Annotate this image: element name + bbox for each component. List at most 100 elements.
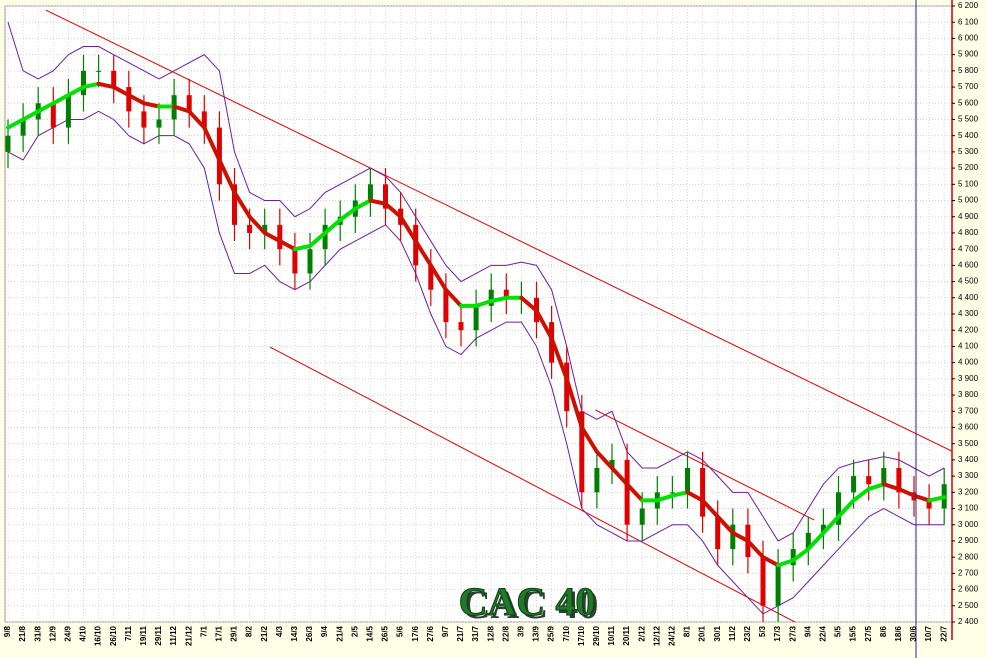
candle-body xyxy=(65,95,71,128)
moving-average-segment xyxy=(428,263,448,292)
moving-average-segment xyxy=(761,555,781,568)
y-tick-label: 3 500 xyxy=(958,439,979,448)
y-tick-label: 5 200 xyxy=(958,163,979,172)
moving-average-segment xyxy=(745,538,765,560)
x-tick-label: 12/8 xyxy=(486,625,495,641)
moving-average-segment xyxy=(217,158,237,195)
y-tick-label: 2 500 xyxy=(958,601,979,610)
x-tick-label: 25/9 xyxy=(547,625,556,641)
moving-average-segment xyxy=(806,530,826,552)
x-tick-label: 26/5 xyxy=(381,625,390,641)
candle-body xyxy=(836,492,841,525)
y-tick-label: 3 700 xyxy=(958,406,979,415)
x-tick-label: 27/6 xyxy=(426,625,435,641)
x-tick-label: 24/9 xyxy=(64,625,73,641)
x-tick-label: 17/1 xyxy=(215,625,224,641)
x-tick-label: 14/5 xyxy=(366,625,375,641)
y-tick-label: 5 100 xyxy=(958,179,979,188)
x-tick-label: 30/6 xyxy=(909,625,918,641)
candle-body xyxy=(564,362,570,412)
y-tick-label: 6 200 xyxy=(958,1,979,10)
x-tick-label: 11/2 xyxy=(728,625,737,641)
candle-body xyxy=(126,87,132,112)
trend-line xyxy=(595,409,815,521)
moving-average-segment xyxy=(292,243,312,252)
candle-body xyxy=(20,119,26,136)
x-tick-label: 14/3 xyxy=(290,625,299,641)
x-tick-label: 9/4 xyxy=(320,625,329,637)
y-tick-label: 4 900 xyxy=(958,212,979,221)
y-tick-label: 5 000 xyxy=(958,196,979,205)
x-tick-label: 22/7 xyxy=(939,625,948,641)
x-tick-label: 23/2 xyxy=(743,625,752,641)
candle-body xyxy=(624,459,630,525)
x-tick-label: 13/9 xyxy=(532,625,541,641)
y-tick-label: 6 000 xyxy=(958,34,979,43)
moving-average-segment xyxy=(66,85,86,98)
candle-body xyxy=(428,265,434,290)
candle-body xyxy=(201,111,207,128)
x-tick-label: 10/11 xyxy=(607,625,616,645)
y-tick-label: 3 600 xyxy=(958,423,979,432)
x-tick-label: 8/6 xyxy=(879,625,888,637)
x-tick-label: 17/3 xyxy=(773,625,782,641)
y-tick-label: 2 400 xyxy=(958,617,979,626)
y-tick-label: 3 000 xyxy=(958,520,979,529)
marks xyxy=(5,9,952,622)
candle-body xyxy=(881,468,887,485)
x-tick-label: 16/10 xyxy=(94,625,103,646)
y-tick-label: 4 100 xyxy=(958,342,979,351)
candle-body xyxy=(579,411,585,493)
moving-average-segment xyxy=(474,299,494,308)
candle-body xyxy=(820,524,826,533)
x-tick-label: 2/12 xyxy=(637,625,646,641)
x-tick-label: 5/6 xyxy=(396,625,405,637)
bollinger-upper xyxy=(7,22,945,542)
candle-body xyxy=(367,184,373,201)
x-tick-label: 9/4 xyxy=(803,625,812,637)
y-tick-label: 4 500 xyxy=(958,277,979,286)
candle-body xyxy=(715,516,721,550)
chart-title: CAC 40 xyxy=(459,579,596,624)
moving-average-segment xyxy=(715,514,735,535)
x-tick-label: 18/6 xyxy=(894,625,903,641)
x-tick-label: 17/10 xyxy=(577,625,586,646)
candle-body xyxy=(247,224,253,233)
y-tick-label: 3 300 xyxy=(958,471,979,480)
y-tick-label: 5 900 xyxy=(958,50,979,59)
y-tick-label: 3 100 xyxy=(958,504,979,513)
x-tick-label: 26/10 xyxy=(109,625,118,646)
x-tick-label: 21/7 xyxy=(456,625,465,641)
candle-body xyxy=(186,95,192,112)
x-tick-label: 31/8 xyxy=(33,625,42,641)
x-tick-label: 22/4 xyxy=(819,625,828,641)
moving-average-segment xyxy=(398,214,418,244)
y-tick-label: 4 600 xyxy=(958,260,979,269)
y-tick-label: 3 400 xyxy=(958,455,979,464)
moving-average-segment xyxy=(564,376,584,430)
candle-body xyxy=(669,492,675,494)
x-tick-label: 9/7 xyxy=(441,625,450,637)
moving-average-segment xyxy=(896,487,916,498)
x-tick-label: 20/11 xyxy=(622,625,631,645)
candle-body xyxy=(594,468,600,493)
moving-average-segment xyxy=(655,493,675,503)
moving-average-segment xyxy=(610,466,630,487)
y-tick-label: 5 400 xyxy=(958,131,979,140)
candle-body xyxy=(307,249,313,274)
y-tick-label: 6 100 xyxy=(958,17,979,26)
y-tick-label: 2 600 xyxy=(958,585,979,594)
moving-average-segment xyxy=(625,482,645,503)
y-tick-label: 5 300 xyxy=(958,147,979,156)
x-tick-label: 5/3 xyxy=(758,625,767,637)
candle-body xyxy=(760,557,766,606)
candle-body xyxy=(111,70,117,88)
axes: 2 400 2 500 2 600 2 700 2 800 2 900 3 000 3 100… xyxy=(3,1,978,646)
moving-average-segment xyxy=(413,239,433,268)
moving-average-segment xyxy=(730,530,750,543)
moving-average-segment xyxy=(776,558,796,568)
x-tick-label: 10/7 xyxy=(924,625,933,641)
moving-average-segment xyxy=(338,206,358,222)
candle-body xyxy=(775,565,781,606)
x-tick-label: 4/3 xyxy=(275,625,284,637)
